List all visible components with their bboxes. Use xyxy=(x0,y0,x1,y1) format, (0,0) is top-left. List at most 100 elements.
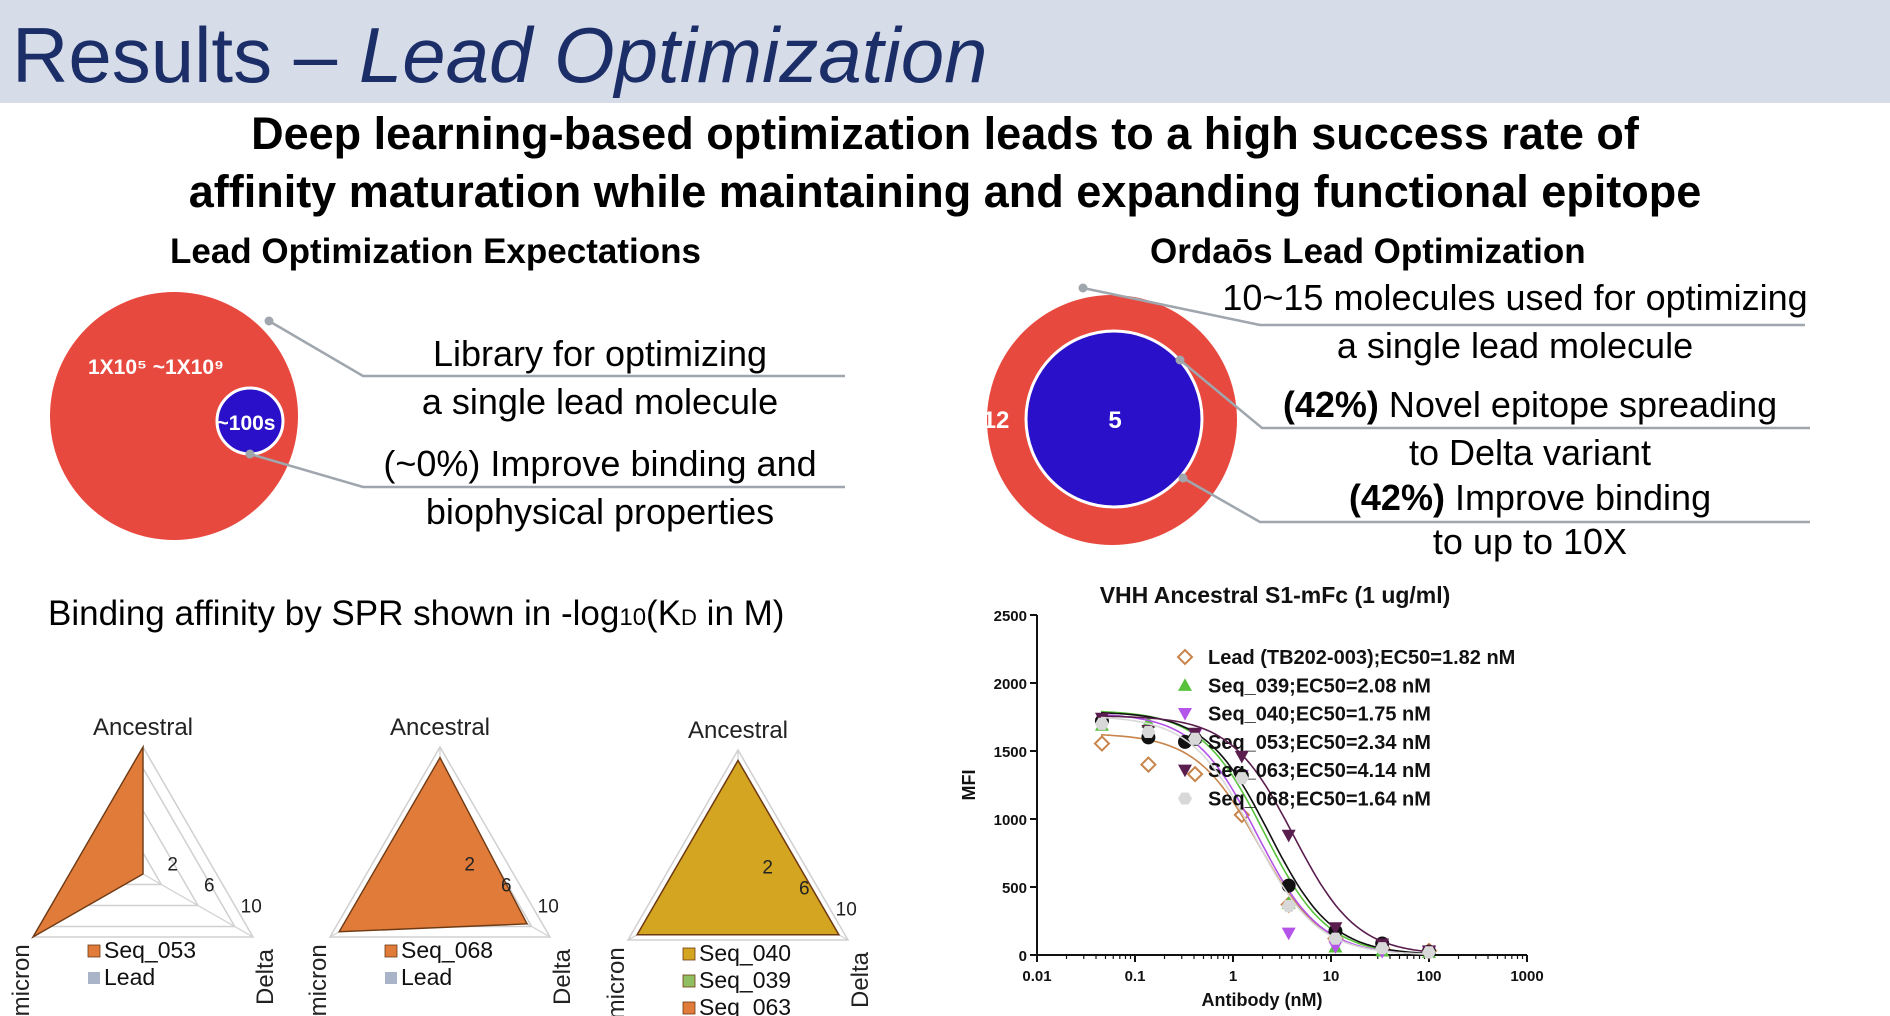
radar-legend-swatch xyxy=(88,972,100,984)
radar-axis-label-ancestral: Ancestral xyxy=(390,714,490,741)
radar-title-sub2: D xyxy=(681,605,697,630)
radar-grid-ring xyxy=(328,745,552,938)
right-connector-dot-3 xyxy=(1178,473,1188,483)
radar-tick-label: 2 xyxy=(762,858,773,879)
data-point xyxy=(1139,756,1157,774)
left-annotation-1: Library for optimizing a single lead mol… xyxy=(400,330,800,426)
subtitle-line-1: Deep learning-based optimization leads t… xyxy=(251,108,1639,159)
y-tick-label: 1500 xyxy=(994,744,1027,761)
left-connector-2 xyxy=(249,452,845,489)
library-circle xyxy=(50,292,298,540)
radar-tick-label: 10 xyxy=(836,900,857,921)
radar-grid-ring xyxy=(626,748,850,941)
legend-label: Seq_053;EC50=2.34 nM xyxy=(1208,732,1431,754)
subtitle-line-2: affinity maturation while maintaining an… xyxy=(188,166,1702,217)
optimization-count-label: 12 xyxy=(983,407,1010,434)
radar-legend-label: Lead xyxy=(401,964,452,990)
right-annotation-1-line-2: a single lead molecule xyxy=(1336,325,1694,366)
radar-tick-label: 2 xyxy=(464,855,475,876)
radar-tick-label: 10 xyxy=(241,897,262,918)
y-axis-label: MFI xyxy=(959,770,979,801)
x-tick-label: 1000 xyxy=(1510,968,1543,985)
legend-marker xyxy=(1176,648,1194,666)
data-point xyxy=(1375,942,1390,955)
legend-label: Seq_040;EC50=1.75 nM xyxy=(1208,704,1431,726)
right-annotation-3-line-2: to up to 10X xyxy=(1432,521,1628,562)
improved-count-label: 5 xyxy=(1108,407,1121,434)
radar-tick-label: 6 xyxy=(501,876,512,897)
radar-series-seq_068 xyxy=(337,756,529,933)
right-connector-2 xyxy=(1179,359,1810,430)
data-point xyxy=(1093,735,1111,752)
y-tick-label: 500 xyxy=(1002,880,1027,897)
right-annotation-2-line-2: to Delta variant xyxy=(1408,432,1652,473)
data-point xyxy=(1281,927,1296,941)
radar-title-sub: 10 xyxy=(619,604,647,631)
right-connector-dot-2 xyxy=(1175,355,1185,365)
radar-title-prefix: Binding affinity by SPR shown in -log xyxy=(48,594,620,633)
right-annotation-3-text: Improve binding xyxy=(1444,477,1712,518)
radar-spoke xyxy=(142,873,254,938)
x-axis-label: Antibody (nM) xyxy=(1202,990,1323,1010)
legend-marker xyxy=(1178,708,1192,721)
data-point xyxy=(1094,717,1109,730)
legend-label: Seq_068;EC50=1.64 nM xyxy=(1208,789,1431,811)
legend-label: Seq_039;EC50=2.08 nM xyxy=(1208,675,1431,697)
library-size-label: 1X10⁵ ~1X10⁹ xyxy=(88,356,224,379)
radar-legend-swatch xyxy=(87,944,101,958)
radar-tick-label: 10 xyxy=(538,897,559,918)
left-annotation-2-line-1: (~0%) Improve binding and xyxy=(383,443,817,484)
radar-legend-label: Seq_039 xyxy=(699,967,791,993)
radar-tick-label: 2 xyxy=(167,855,178,876)
radar-legend-swatch xyxy=(682,974,696,988)
radar-title-mid: (K xyxy=(646,594,682,633)
legend-marker xyxy=(1178,764,1192,778)
x-tick-label: 100 xyxy=(1416,968,1441,985)
data-point xyxy=(1422,946,1436,959)
legend-label: Seq_063;EC50=4.14 nM xyxy=(1208,760,1431,782)
data-point xyxy=(1281,878,1296,893)
lead-count-label: ~100s xyxy=(217,412,276,435)
radar-axis-label-omicron: Omicron xyxy=(603,947,630,1016)
radar-series-seq_053 xyxy=(31,744,144,939)
page-title-italic: Lead Optimization xyxy=(358,11,988,99)
y-tick-label: 0 xyxy=(1019,948,1027,965)
x-tick-label: 0.01 xyxy=(1022,968,1051,985)
legend-label: Lead (TB202-003);EC50=1.82 nM xyxy=(1208,647,1515,669)
left-connector-dot-2 xyxy=(245,449,255,459)
improved-set-circle xyxy=(1024,329,1204,509)
radar-legend-swatch xyxy=(682,947,696,961)
radar-axis-label-omicron: Omicron xyxy=(8,944,35,1016)
radar-legend-label: Seq_040 xyxy=(699,940,791,966)
y-tick-label: 2500 xyxy=(994,608,1027,625)
radar-axis-label-delta: Delta xyxy=(847,951,874,1008)
right-connector-1 xyxy=(1082,286,1805,327)
right-annotation-2-percent: (42%) xyxy=(1282,384,1379,425)
legend-marker xyxy=(1178,792,1192,805)
radar-axis-label-ancestral: Ancestral xyxy=(93,714,193,741)
data-point xyxy=(1234,772,1249,785)
legend-marker xyxy=(1178,678,1192,691)
left-annotation-1-line-1: Library for optimizing xyxy=(432,333,768,374)
right-annotation-2-line-1: (42%) Novel epitope spreading xyxy=(1230,381,1830,429)
radar-axis-label-ancestral: Ancestral xyxy=(688,717,788,744)
data-point xyxy=(1234,750,1249,764)
left-annotation-1-line-2: a single lead molecule xyxy=(421,381,779,422)
y-tick-label: 1000 xyxy=(994,812,1027,829)
left-connector-dot-1 xyxy=(264,316,274,326)
radar-legend-label: Seq_053 xyxy=(104,937,196,963)
radar-section-title: Binding affinity by SPR shown in -log10(… xyxy=(48,592,784,640)
right-connector-3 xyxy=(1182,476,1810,524)
data-point xyxy=(1328,922,1343,935)
right-annotation-3-line-1: (42%) Improve binding xyxy=(1230,476,1830,520)
x-tick-label: 1 xyxy=(1229,968,1237,985)
radar-legend-swatch xyxy=(682,1001,696,1015)
data-point xyxy=(1186,765,1204,783)
x-tick-label: 0.1 xyxy=(1125,968,1146,985)
right-panel-title: Ordaōs Lead Optimization xyxy=(1150,232,1586,271)
data-point xyxy=(1281,829,1296,843)
header-bar xyxy=(0,0,1890,103)
right-annotation-3: (42%) Improve binding to up to 10X xyxy=(1230,476,1830,564)
radar-series-seq_040 xyxy=(635,759,841,936)
